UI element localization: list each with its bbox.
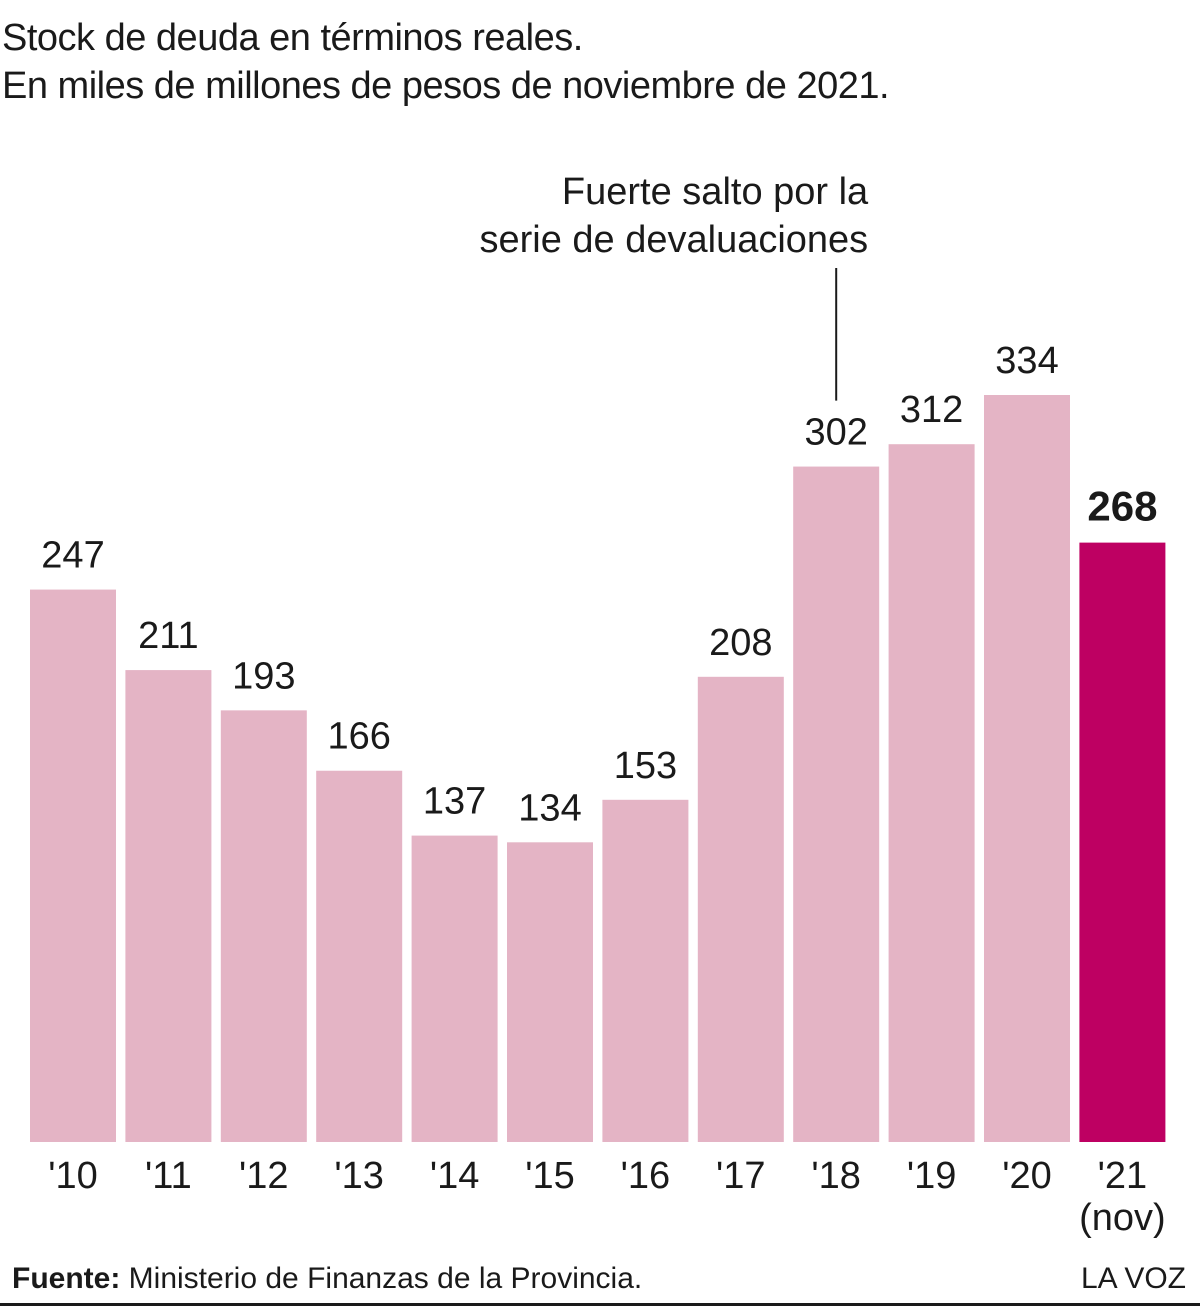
x-tick-label: '10 bbox=[48, 1155, 98, 1197]
bar bbox=[793, 466, 880, 1142]
x-tick-label: '19 bbox=[907, 1155, 957, 1197]
source-note: Fuente: Ministerio de Finanzas de la Pro… bbox=[12, 1262, 642, 1296]
source-label: Fuente: bbox=[12, 1262, 121, 1295]
x-tick-label: '16 bbox=[621, 1155, 671, 1197]
brand-logo: LA VOZ bbox=[1080, 1262, 1186, 1295]
chart-subtitle: En miles de millones de pesos de noviemb… bbox=[2, 65, 890, 107]
x-tick-label: '21 bbox=[1098, 1155, 1148, 1197]
chart-title: Stock de deuda en términos reales. bbox=[2, 17, 583, 59]
source-text: Ministerio de Finanzas de la Provincia. bbox=[128, 1262, 643, 1295]
x-tick-label: '11 bbox=[145, 1155, 192, 1197]
data-label: 247 bbox=[41, 535, 104, 577]
bar bbox=[507, 842, 593, 1142]
x-tick-sublabel: (nov) bbox=[1079, 1197, 1166, 1239]
annotation-text: serie de devaluaciones bbox=[479, 219, 868, 261]
annotation-text: Fuerte salto por la bbox=[562, 171, 869, 213]
data-label: 208 bbox=[709, 622, 772, 664]
data-label: 166 bbox=[327, 716, 390, 758]
bar bbox=[984, 395, 1070, 1142]
x-tick-label: '17 bbox=[716, 1155, 766, 1197]
bar bbox=[125, 670, 212, 1142]
data-label: 334 bbox=[995, 340, 1058, 382]
bar bbox=[888, 444, 975, 1142]
bottom-rule bbox=[0, 1303, 1200, 1306]
x-tick-label: '12 bbox=[239, 1155, 289, 1197]
x-tick-label: '15 bbox=[525, 1155, 575, 1197]
x-tick-label: '13 bbox=[334, 1155, 384, 1197]
bar-chart: 247 '10 211 '11 193 '12 166 '13 137 '14 134 '15 153 '… bbox=[30, 171, 1166, 1239]
data-label: 302 bbox=[804, 412, 867, 454]
bar bbox=[220, 710, 307, 1142]
bar bbox=[1079, 542, 1166, 1142]
data-label: 137 bbox=[423, 781, 486, 823]
x-tick-label: '20 bbox=[1002, 1155, 1052, 1197]
bar bbox=[30, 589, 116, 1142]
x-tick-label: '18 bbox=[811, 1155, 861, 1197]
data-label: 153 bbox=[614, 745, 677, 787]
bar bbox=[411, 835, 498, 1142]
title-block: Stock de deuda en términos reales. En mi… bbox=[2, 14, 890, 110]
data-label: 134 bbox=[518, 787, 581, 829]
bar bbox=[602, 799, 689, 1142]
x-tick-label: '14 bbox=[430, 1155, 480, 1197]
data-label: 193 bbox=[232, 655, 295, 697]
bar bbox=[697, 676, 784, 1142]
data-label: 312 bbox=[900, 389, 963, 431]
data-label: 268 bbox=[1087, 483, 1157, 530]
data-label: 211 bbox=[138, 615, 199, 657]
bar bbox=[316, 770, 403, 1142]
